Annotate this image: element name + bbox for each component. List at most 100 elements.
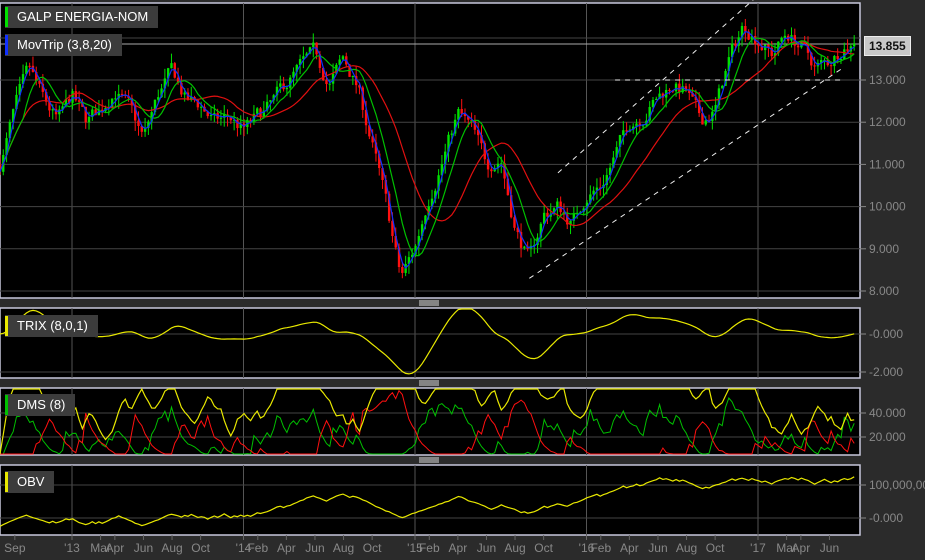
candle-body (407, 257, 411, 264)
candle-body (539, 223, 543, 238)
candle-body (440, 164, 444, 176)
candle-body (25, 65, 28, 75)
overlay-label[interactable]: MovTrip (3,8,20) (5, 34, 122, 56)
candle-body (427, 206, 430, 216)
candle-body (312, 42, 315, 48)
obv-tick-label: -0.000 (869, 511, 903, 525)
candle-body (232, 119, 236, 121)
trix-line (0, 308, 855, 375)
candle-body (341, 56, 345, 60)
candle-body (668, 89, 671, 91)
candle-body (130, 98, 134, 106)
candle-body (707, 120, 711, 122)
last-price-badge: 13.855 (864, 36, 911, 56)
plus-di-line (0, 397, 855, 455)
x-tick-label: Apr (277, 541, 296, 555)
candle-body (437, 175, 440, 191)
candle-body (397, 247, 401, 268)
trix-label[interactable]: TRIX (8,0,1) (5, 315, 98, 337)
trix-tick-label: -0.000 (869, 327, 903, 341)
obv-label[interactable]: OBV (5, 471, 55, 493)
candle-body (11, 109, 15, 123)
x-tick-label: Aug (161, 541, 182, 555)
x-tick-label: '13 (64, 541, 80, 555)
instrument-color-swatch (5, 7, 8, 27)
candle-body (371, 136, 374, 143)
candle-body (714, 104, 717, 112)
candle-body (833, 56, 836, 67)
candle-body (35, 71, 38, 81)
candle-body (684, 86, 688, 91)
candle-body (641, 125, 645, 127)
candle-body (585, 202, 589, 209)
candle-body (265, 101, 269, 111)
candle-body (480, 135, 483, 144)
candle-body (77, 100, 81, 102)
candle-body (391, 220, 394, 237)
candle-body (846, 49, 849, 52)
candle-body (450, 133, 454, 135)
candle-body (74, 91, 78, 101)
candle-body (813, 65, 816, 67)
candle-body (434, 190, 437, 199)
candle-body (546, 212, 549, 217)
obv-tick-label: 100,000,000 (869, 478, 925, 492)
instrument-label[interactable]: GALP ENERGIA-NOM (5, 6, 159, 28)
dms-color-swatch (5, 395, 8, 415)
candle-body (256, 108, 259, 114)
candle-body (470, 119, 473, 122)
candle-body (463, 113, 467, 117)
x-tick-label: Oct (363, 541, 382, 555)
candle-body (734, 43, 737, 46)
candle-body (430, 198, 434, 207)
candle-body (843, 49, 846, 59)
candle-body (289, 77, 292, 88)
candle-body (213, 113, 216, 115)
x-tick-label: '17 (750, 541, 766, 555)
candle-body (721, 85, 724, 89)
candle-body (476, 129, 480, 136)
candle-body (199, 106, 203, 108)
candle-body (157, 97, 160, 100)
candle-body (401, 267, 404, 273)
candle-body (239, 123, 242, 129)
candle-body (242, 123, 246, 127)
candle-body (836, 56, 839, 60)
candle-body (826, 59, 829, 66)
candle-body (556, 201, 559, 209)
candle-body (740, 26, 744, 38)
candle-body (767, 44, 770, 48)
candle-body (269, 100, 272, 102)
price-tick-label: 11.000 (869, 157, 905, 171)
candle-body (308, 47, 312, 54)
candles (0, 18, 856, 279)
candle-body (678, 83, 681, 93)
candle-body (150, 112, 153, 122)
minus-di-line (0, 389, 855, 455)
x-tick-label: Aug (504, 541, 525, 555)
candle-body (163, 78, 167, 89)
candle-body (533, 244, 536, 246)
candle-body (796, 45, 800, 48)
candle-body (51, 109, 54, 111)
x-tick-label: '14 (236, 541, 252, 555)
candle-body (71, 91, 74, 103)
x-tick-label: Feb (419, 541, 440, 555)
trend-line (529, 66, 845, 279)
dms-label[interactable]: DMS (8) (5, 394, 76, 416)
candle-body (592, 190, 595, 195)
candle-body (325, 80, 328, 85)
candle-body (519, 232, 523, 248)
adx-line (0, 387, 855, 455)
candle-body (566, 214, 569, 225)
candle-body (608, 167, 612, 176)
candle-body (655, 98, 658, 100)
price-tick-label: 8.000 (869, 284, 899, 298)
candle-body (206, 111, 209, 117)
candle-body (424, 215, 427, 225)
candle-body (467, 116, 470, 120)
candle-body (444, 151, 447, 165)
price-tick-label: 12.000 (869, 115, 906, 129)
price-tick-label: 9.000 (869, 242, 899, 256)
